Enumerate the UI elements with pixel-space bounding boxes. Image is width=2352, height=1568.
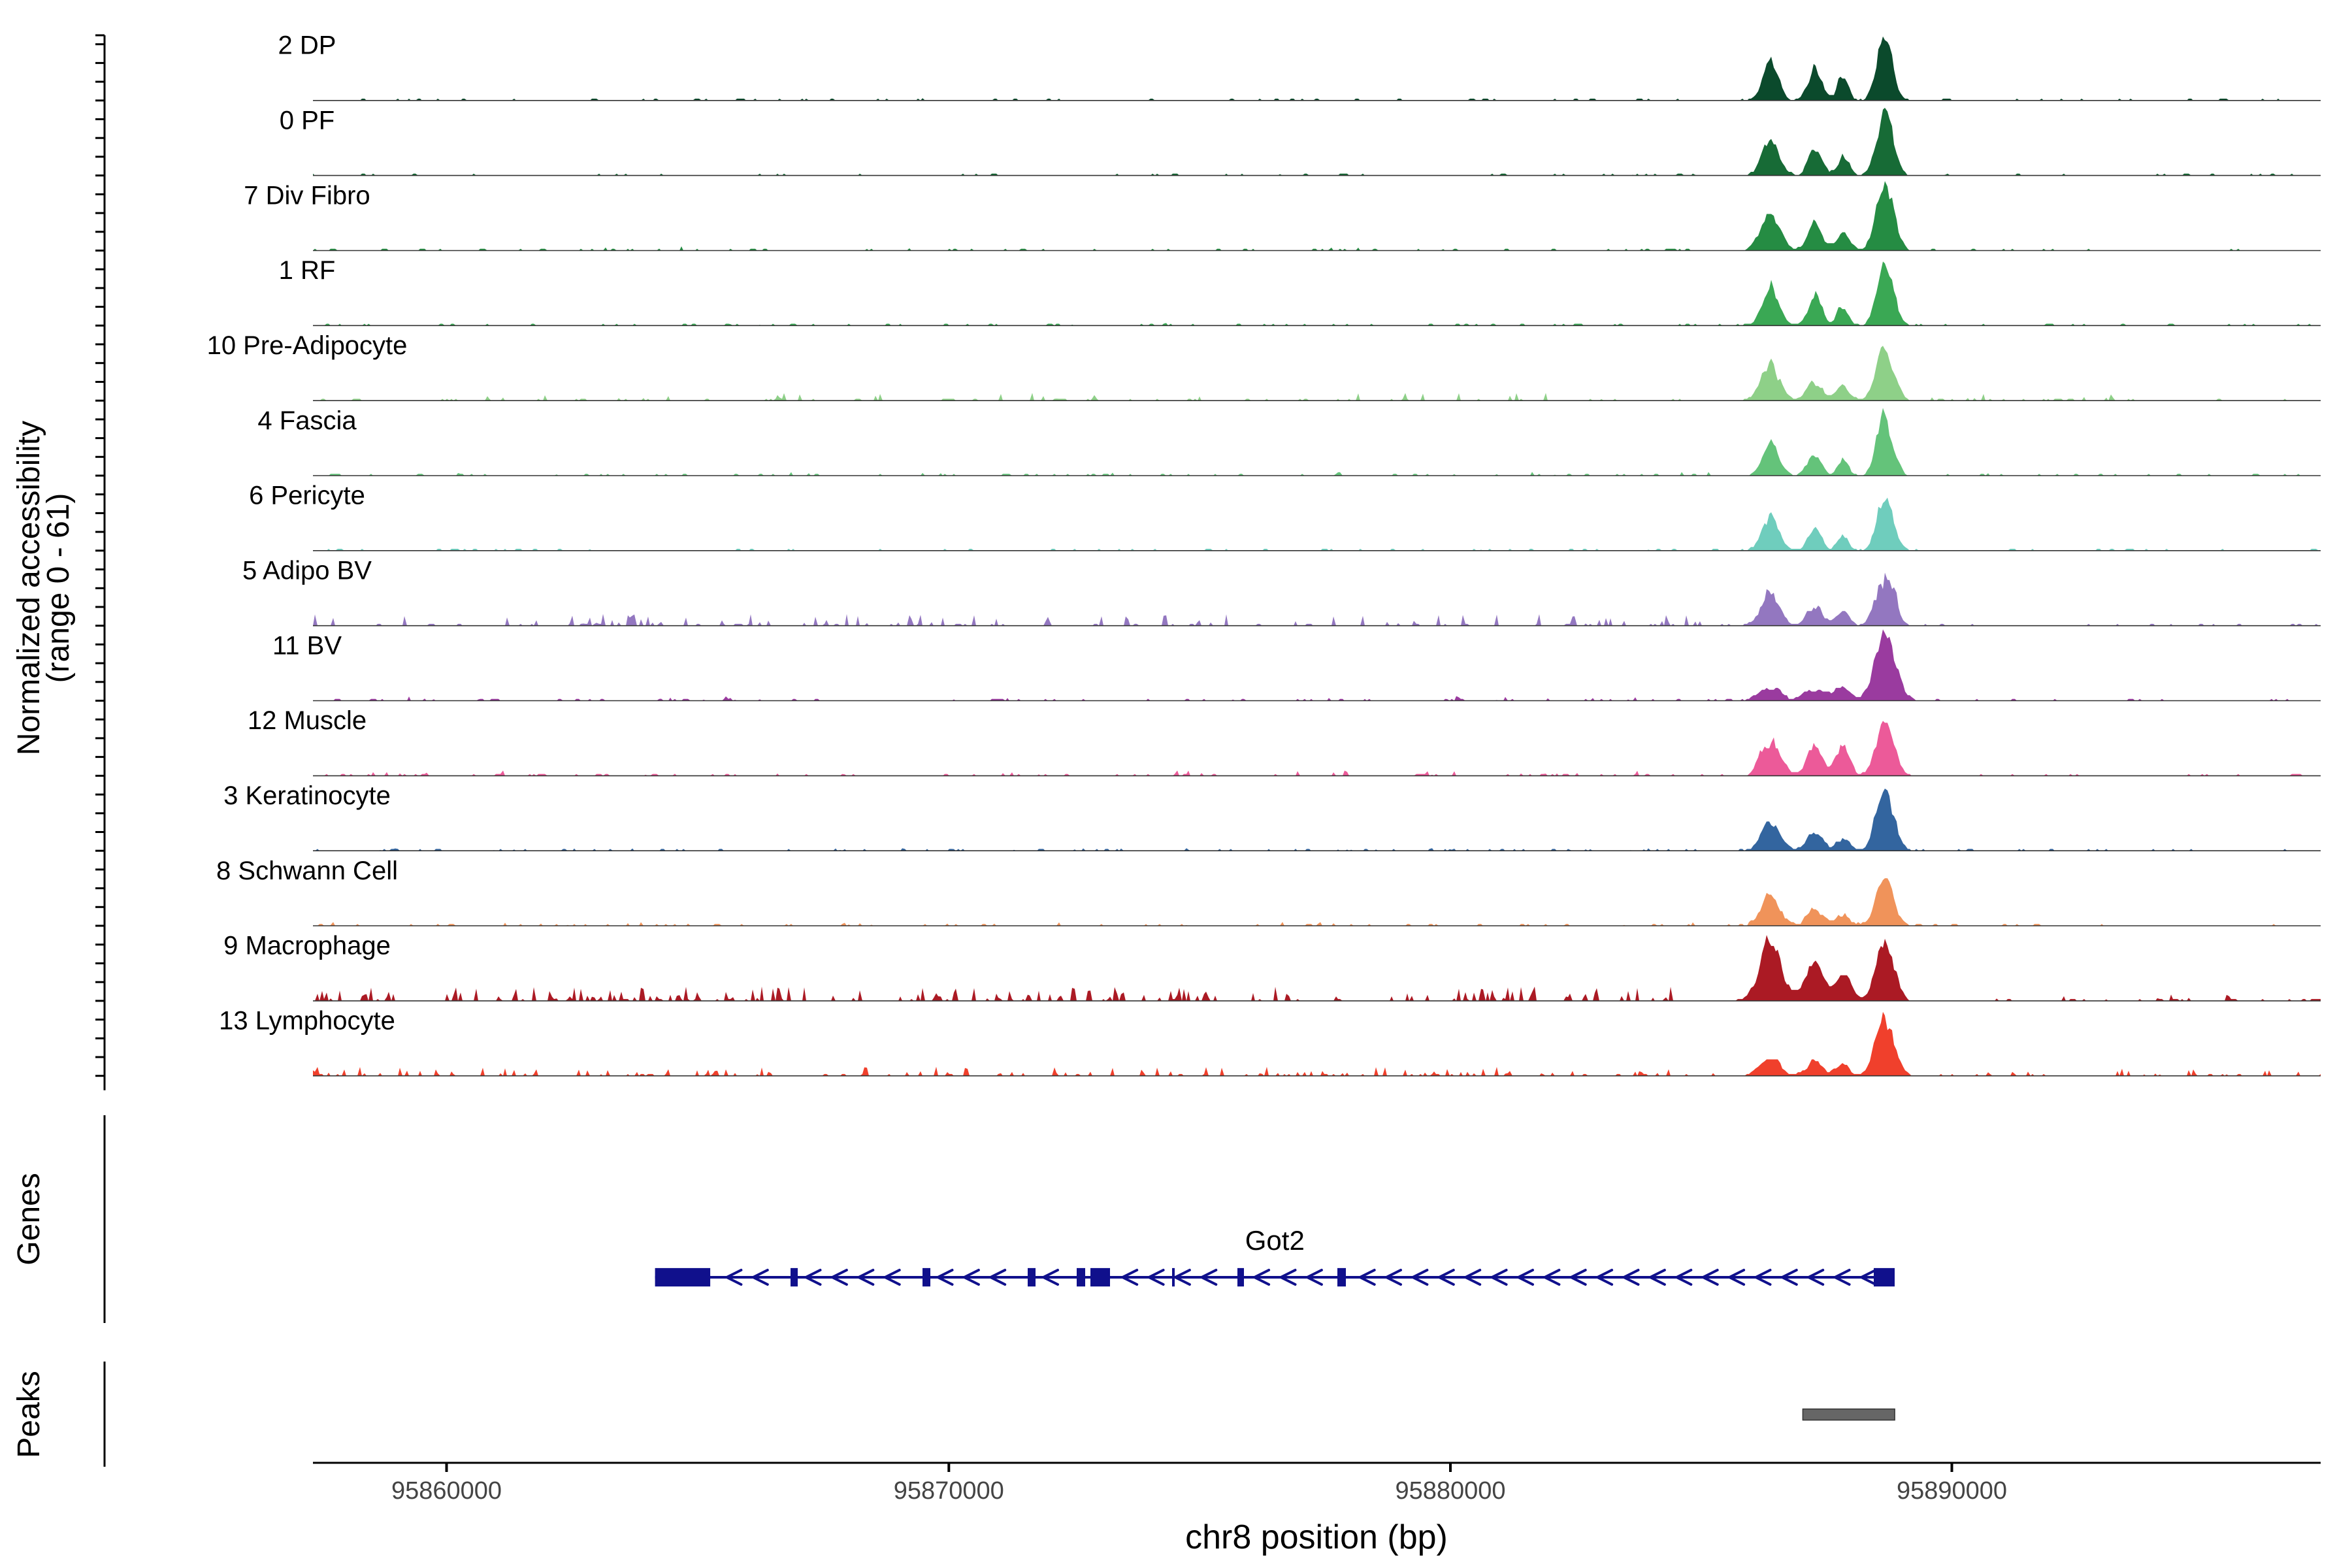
svg-text:5 Adipo BV: 5 Adipo BV — [242, 557, 372, 585]
svg-text:3 Keratinocyte: 3 Keratinocyte — [223, 781, 391, 810]
svg-text:6 Pericyte: 6 Pericyte — [249, 482, 365, 510]
svg-text:chr8 position (bp): chr8 position (bp) — [1185, 1518, 1448, 1556]
svg-text:Got2: Got2 — [1245, 1225, 1305, 1256]
svg-text:8 Schwann Cell: 8 Schwann Cell — [216, 857, 398, 885]
svg-text:Peaks: Peaks — [12, 1371, 46, 1458]
svg-text:2 DP: 2 DP — [278, 31, 336, 60]
svg-text:12 Muscle: 12 Muscle — [248, 706, 367, 735]
svg-text:9 Macrophage: 9 Macrophage — [223, 932, 391, 960]
svg-text:11 BV: 11 BV — [272, 631, 342, 660]
svg-text:7 Div Fibro: 7 Div Fibro — [244, 181, 370, 210]
svg-text:4 Fascia: 4 Fascia — [257, 406, 357, 435]
svg-text:1 RF: 1 RF — [279, 256, 336, 285]
svg-text:95870000: 95870000 — [894, 1477, 1004, 1505]
svg-text:10 Pre-Adipocyte: 10 Pre-Adipocyte — [207, 331, 408, 360]
svg-text:(range 0 - 61): (range 0 - 61) — [41, 493, 76, 683]
svg-text:95890000: 95890000 — [1897, 1477, 2007, 1505]
svg-text:95880000: 95880000 — [1395, 1477, 1505, 1505]
svg-text:0 PF: 0 PF — [280, 106, 335, 135]
svg-text:95860000: 95860000 — [391, 1477, 502, 1505]
svg-text:Genes: Genes — [12, 1173, 46, 1265]
svg-text:13 Lymphocyte: 13 Lymphocyte — [219, 1007, 395, 1036]
